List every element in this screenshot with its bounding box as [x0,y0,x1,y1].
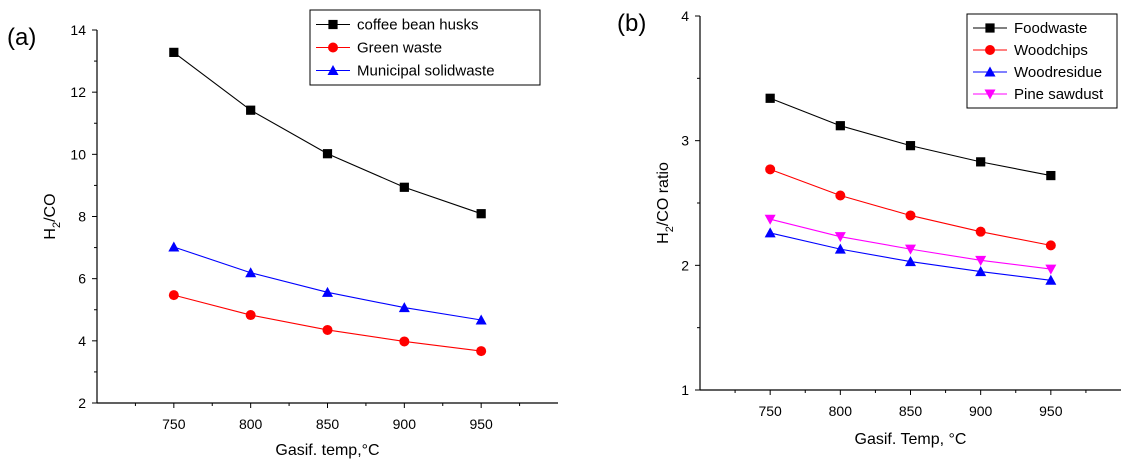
data-point [246,105,256,115]
data-point [476,209,486,219]
x-tick-label: 800 [239,416,263,432]
data-point [168,290,179,301]
y-axis-title-main: H [42,228,59,240]
legend-marker [328,42,338,53]
legend-label: Foodwaste [1014,20,1087,37]
data-point [245,267,257,278]
y-tick-label: 3 [681,133,689,149]
data-point [245,310,256,321]
data-point [169,47,179,57]
data-point [399,182,409,192]
y-tick-label: 8 [78,209,86,225]
series-line [173,246,482,321]
x-tick-label: 900 [969,403,993,419]
x-tick-label: 950 [1039,403,1063,419]
legend-marker [327,65,339,75]
legend-marker [984,66,996,77]
y-axis-title: H2/CO ratio [655,162,676,244]
data-point [975,255,987,266]
y-tick-label: 14 [70,22,86,38]
x-axis-title: Gasif. temp,°C [275,442,379,459]
y-axis-title-rest: /CO ratio [655,162,672,226]
data-point [765,164,776,175]
y-axis-title-rest: /CO [42,193,59,221]
y-axis-title-main: H [655,232,672,244]
panel-label: (a) [7,24,36,51]
series-line [769,97,1051,177]
y-tick-label: 1 [681,382,689,398]
data-point [905,244,916,255]
legend-label: Woodresidue [1014,64,1102,81]
legend-marker [984,89,996,100]
data-point [835,121,845,131]
data-point [975,266,987,277]
chart-panel-a: 750 800 850 900 950 2 4 6 8 10 12 14 (a) Gasif. temp,… [7,9,558,459]
x-tick-label: 750 [162,416,186,432]
data-point [476,346,487,357]
y-axis-title: H2/CO [42,193,63,239]
y-tick-label: 4 [78,333,86,349]
legend-label: Pine sawdust [1014,86,1104,103]
data-point [322,324,333,335]
data-point [835,190,846,201]
legend-label: Municipal solidwaste [357,63,495,80]
panel-label: (b) [617,10,646,37]
x-tick-label: 850 [316,416,340,432]
legend-marker [985,23,995,33]
y-tick-label: 10 [70,146,86,162]
x-axis-title: Gasif. Temp, °C [855,431,967,448]
legend-label: Green waste [357,40,442,57]
data-point [905,256,916,267]
data-point [905,141,916,151]
data-point [322,149,333,159]
data-point [168,241,180,252]
data-point [1045,274,1057,285]
legend-label: coffee bean husks [357,17,478,34]
data-point [1045,240,1056,251]
data-point [322,286,333,297]
data-point [765,93,775,103]
y-axis-title-subscript: 2 [51,222,63,228]
legend-marker [985,45,995,55]
legend-marker [328,19,338,30]
data-point [1046,170,1056,181]
x-tick-label: 750 [758,403,782,419]
data-point [475,314,487,325]
data-point [834,243,846,254]
y-tick-label: 2 [681,257,689,273]
data-point [764,214,776,225]
data-point [1045,264,1057,275]
x-tick-label: 800 [829,403,853,419]
y-tick-label: 6 [78,271,86,287]
series-line [173,294,482,352]
y-tick-label: 2 [78,395,86,411]
data-point [905,210,916,221]
y-tick-label: 12 [70,84,86,100]
data-point [834,232,846,243]
x-tick-label: 850 [899,403,923,419]
series-line [769,168,1051,246]
y-axis-title-subscript: 2 [664,226,676,232]
x-tick-label: 950 [469,416,493,432]
data-point [764,227,776,238]
data-point [976,157,986,167]
legend-label: Woodchips [1014,42,1088,59]
data-point [975,226,986,237]
y-tick-label: 4 [681,8,689,24]
x-tick-label: 900 [393,416,417,432]
data-point [398,302,410,313]
data-point [399,336,410,347]
